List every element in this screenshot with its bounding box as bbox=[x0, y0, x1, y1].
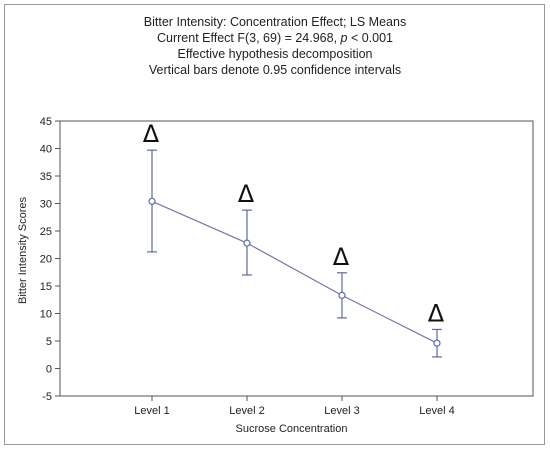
delta-annotation: Δ bbox=[428, 299, 445, 327]
delta-annotation: Δ bbox=[333, 243, 350, 271]
chart-titles: Bitter Intensity: Concentration Effect; … bbox=[0, 14, 550, 78]
y-tick-label: 35 bbox=[40, 171, 52, 183]
y-tick-label: 45 bbox=[40, 116, 52, 128]
data-point bbox=[148, 197, 156, 205]
plot-area bbox=[59, 120, 534, 397]
chart-subtitle-ci: Vertical bars denote 0.95 confidence int… bbox=[148, 63, 402, 77]
x-tick-label: Level 3 bbox=[324, 405, 359, 417]
y-tick-label: 30 bbox=[40, 199, 52, 211]
y-tick-label: 15 bbox=[40, 281, 52, 293]
delta-annotation: Δ bbox=[238, 180, 255, 208]
x-tick-label: Level 4 bbox=[419, 405, 454, 417]
x-tick-label: Level 2 bbox=[229, 405, 264, 417]
figure-frame bbox=[4, 4, 545, 445]
chart-subtitle-decomposition: Effective hypothesis decomposition bbox=[177, 47, 373, 61]
delta-annotation: Δ bbox=[143, 120, 160, 148]
y-tick-label: 20 bbox=[40, 254, 52, 266]
x-tick-label: Level 1 bbox=[134, 405, 169, 417]
y-tick-label: 25 bbox=[40, 226, 52, 238]
y-tick-label: -5 bbox=[42, 391, 52, 403]
y-tick-label: 5 bbox=[46, 336, 52, 348]
data-point bbox=[338, 291, 346, 299]
data-point bbox=[243, 239, 251, 247]
x-axis-label: Sucrose Concentration bbox=[236, 423, 348, 435]
y-axis-label: Bitter Intensity Scores bbox=[17, 197, 29, 304]
y-tick-label: 10 bbox=[40, 309, 52, 321]
data-point bbox=[433, 339, 441, 347]
series-line bbox=[151, 200, 438, 344]
y-tick-label: 40 bbox=[40, 144, 52, 156]
chart-subtitle-effect: Current Effect F(3, 69) = 24.968, p < 0.… bbox=[156, 31, 394, 45]
chart-title: Bitter Intensity: Concentration Effect; … bbox=[143, 15, 407, 29]
y-tick-label: 0 bbox=[46, 364, 52, 376]
